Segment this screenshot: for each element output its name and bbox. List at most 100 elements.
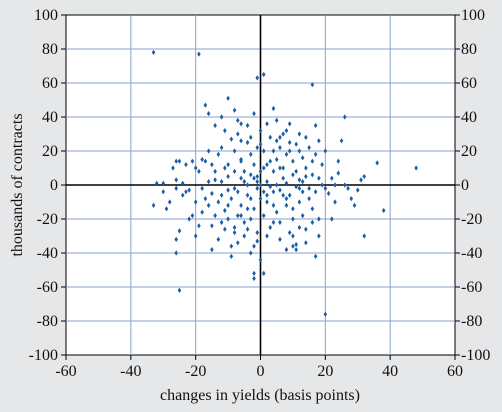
data-point xyxy=(274,117,279,123)
data-point xyxy=(226,162,230,168)
data-point xyxy=(245,182,250,188)
data-point xyxy=(294,168,298,174)
data-point xyxy=(284,151,289,157)
data-point xyxy=(248,151,253,157)
data-point xyxy=(252,243,256,249)
data-point xyxy=(265,121,269,127)
data-point xyxy=(213,122,217,129)
data-point xyxy=(258,182,263,188)
data-point xyxy=(414,165,418,171)
data-point xyxy=(236,117,240,123)
data-point xyxy=(239,175,243,181)
y-tick-label-right: 40 xyxy=(461,109,477,126)
data-point xyxy=(307,185,311,191)
data-point xyxy=(258,196,263,202)
data-point xyxy=(310,219,315,225)
data-point xyxy=(171,165,175,171)
data-point xyxy=(297,185,302,191)
data-point xyxy=(271,168,276,174)
y-tick-label-left: -40 xyxy=(37,245,58,262)
data-point xyxy=(294,247,298,253)
data-point xyxy=(291,158,295,164)
data-point xyxy=(265,162,269,168)
y-tick-label-left: 80 xyxy=(42,41,58,58)
data-point xyxy=(219,192,224,198)
data-point xyxy=(193,233,198,239)
data-point xyxy=(265,179,269,185)
x-tick-label: -60 xyxy=(55,363,76,380)
y-tick-label-left: -100 xyxy=(29,347,58,364)
y-tick-label-right: 0 xyxy=(461,177,469,194)
data-point xyxy=(261,71,266,78)
data-point xyxy=(307,196,311,202)
data-point xyxy=(229,136,234,142)
data-point xyxy=(255,238,260,244)
data-point xyxy=(242,179,247,185)
data-point xyxy=(313,189,318,195)
x-tick-label: -20 xyxy=(185,363,206,380)
data-point xyxy=(310,172,315,178)
data-point xyxy=(297,177,302,183)
data-point xyxy=(197,168,201,174)
y-tick-label-left: 60 xyxy=(42,75,58,92)
data-point xyxy=(261,165,266,171)
y-tick-label-right: -100 xyxy=(461,347,490,364)
data-point xyxy=(213,168,217,174)
data-point xyxy=(291,172,295,178)
data-point xyxy=(362,233,367,239)
y-tick-label-left: -60 xyxy=(37,279,58,296)
data-point xyxy=(271,105,276,112)
data-point xyxy=(261,148,266,154)
data-point xyxy=(307,145,311,151)
data-point xyxy=(300,213,305,219)
x-axis-label: changes in yields (basis points) xyxy=(160,387,360,404)
data-point xyxy=(333,199,337,205)
data-point xyxy=(355,187,360,193)
data-point xyxy=(187,216,191,222)
data-point xyxy=(206,148,211,154)
data-point xyxy=(226,173,230,180)
x-tick-label: 60 xyxy=(447,363,463,380)
data-point xyxy=(252,111,256,117)
data-point xyxy=(248,196,253,202)
data-point xyxy=(206,202,211,208)
data-point xyxy=(187,187,191,193)
data-point xyxy=(210,190,214,197)
data-point xyxy=(330,175,334,181)
data-point xyxy=(291,216,295,222)
y-tick-label-left: 40 xyxy=(42,109,58,126)
data-point xyxy=(239,213,243,219)
data-point xyxy=(265,192,269,198)
data-point xyxy=(177,158,182,164)
data-point xyxy=(342,182,347,188)
data-point xyxy=(274,182,279,188)
data-point xyxy=(242,168,247,174)
data-point xyxy=(313,253,318,259)
data-point xyxy=(320,162,324,168)
data-point xyxy=(278,187,282,193)
data-point xyxy=(190,213,195,219)
data-point xyxy=(245,226,250,232)
data-point xyxy=(245,192,250,198)
data-point xyxy=(291,243,295,249)
data-point xyxy=(236,240,240,246)
data-point xyxy=(346,185,350,191)
y-tick-label-right: -40 xyxy=(461,245,482,262)
data-point xyxy=(216,236,221,242)
data-point xyxy=(294,184,298,190)
data-point xyxy=(255,173,260,180)
data-point xyxy=(177,287,182,293)
data-point xyxy=(281,175,285,181)
data-point xyxy=(271,202,276,208)
data-point xyxy=(255,230,260,236)
data-point xyxy=(261,270,266,276)
data-point xyxy=(261,213,266,219)
y-tick-label-right: 80 xyxy=(461,41,477,58)
data-point xyxy=(242,233,247,239)
data-point xyxy=(252,270,256,276)
data-point xyxy=(317,233,321,239)
data-point xyxy=(223,165,227,171)
data-point xyxy=(310,206,315,212)
data-point xyxy=(167,199,172,205)
